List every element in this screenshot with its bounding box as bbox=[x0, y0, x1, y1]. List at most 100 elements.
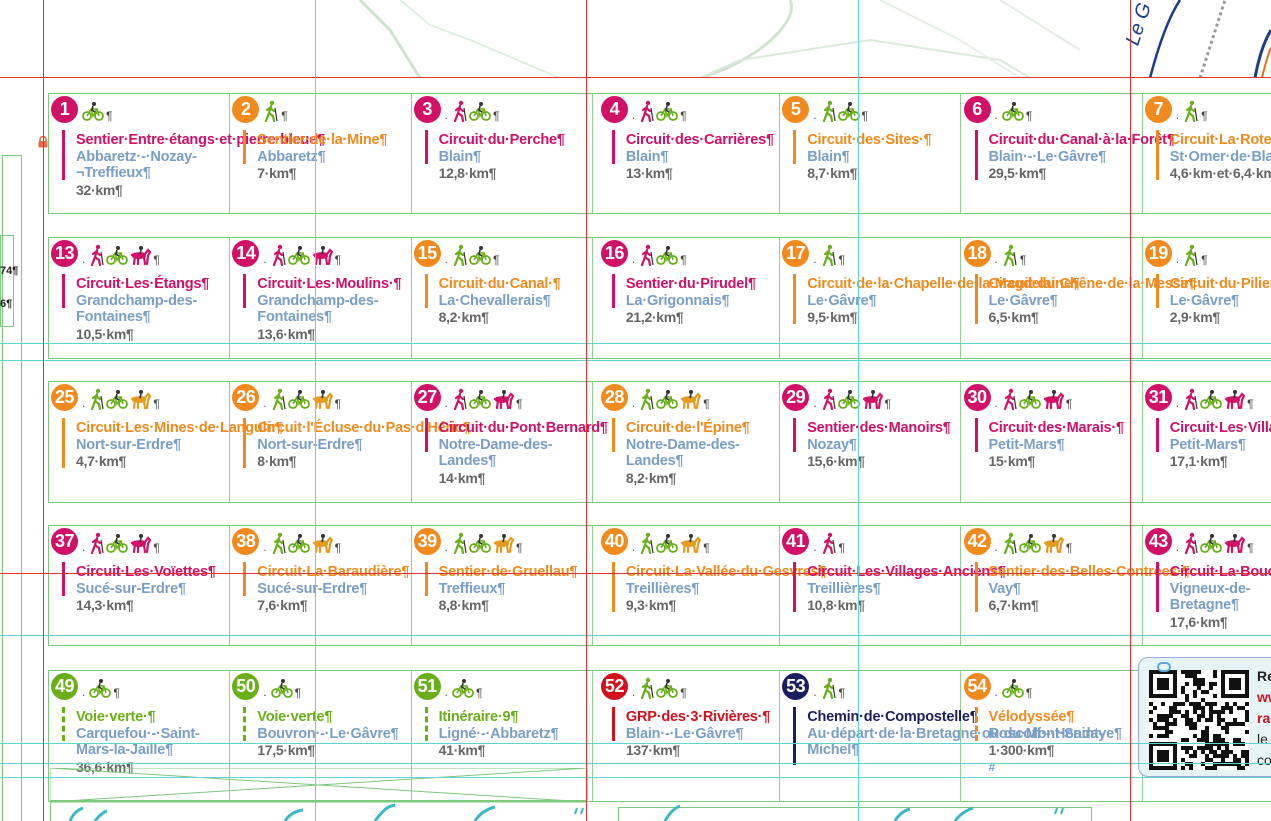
route-color-bar bbox=[243, 562, 247, 596]
route-card[interactable]: 38. ¶ Circuit·La·Baraudière¶ Sucé-sur-Erdre… bbox=[230, 526, 412, 645]
route-card[interactable]: 28. ¶ Circuit·de·l'Épine¶ Notre-Dame-des-La… bbox=[599, 382, 781, 502]
guide-line bbox=[315, 0, 316, 821]
hiker-icon bbox=[822, 388, 836, 410]
pilcrow-mark: ¶ bbox=[153, 253, 160, 267]
pilcrow-mark: ¶ bbox=[515, 397, 523, 411]
route-card[interactable]: 43.¶Circuit·La·Boucle·du·Moulin¶Vigneux-… bbox=[1143, 526, 1271, 645]
route-place: Abbaretz¶ bbox=[257, 148, 326, 165]
route-card[interactable]: 1 ¶ Sentier·Entre·étangs·et·pierre·bleue¶ A… bbox=[49, 94, 325, 213]
guide-line bbox=[0, 777, 1271, 778]
link-icon bbox=[1157, 662, 1171, 672]
bike-icon bbox=[469, 390, 491, 409]
route-color-bar bbox=[611, 562, 615, 612]
horse-icon bbox=[131, 390, 152, 410]
route-card[interactable]: 29. ¶ Sentier·des·Manoirs¶ Nozay¶ 15,6·km¶ bbox=[780, 382, 962, 502]
route-card[interactable]: 17. ¶ Circuit·de·la·Chapelle·de·la·Magdela… bbox=[780, 238, 1080, 358]
route-color-bar bbox=[1155, 418, 1159, 452]
activity-icons: . ¶ bbox=[263, 530, 341, 554]
route-card[interactable]: 18. ¶ Circuit·du·Chêne·de·la·Messe¶ Le·Gâvr… bbox=[962, 238, 1197, 358]
pilcrow-mark: ¶ bbox=[294, 686, 302, 700]
pilcrow-mark: ¶ bbox=[1019, 253, 1027, 267]
hiker-icon bbox=[1185, 532, 1198, 554]
route-card[interactable]: 50. ¶ Voie·verte¶ Bouvron·-·Le·Gâvre¶ 17,5·k… bbox=[230, 671, 412, 801]
route-text: Circuit·du·Perche¶ Blain¶ 12,8·km¶ bbox=[439, 132, 588, 182]
hiker-icon bbox=[1185, 244, 1198, 266]
route-card[interactable]: 51. ¶ Itinéraire·9¶ Ligné·-·Abbaretz¶ 41·km¶ bbox=[412, 671, 593, 801]
route-text: Circuit·du·Chêne·de·la·Messe¶ Le·Gâvre¶ 6,… bbox=[989, 276, 1197, 326]
route-card[interactable]: 26. ¶ Circuit·l'Écluse·du·Pas·d'Héric¶ Nort… bbox=[230, 382, 471, 502]
route-card[interactable]: 54. ¶ Vélodyssée¶ Roscoff·-·Hendaye¶ 1·300·k… bbox=[962, 671, 1143, 801]
route-number-badge: 4 bbox=[600, 96, 628, 123]
pilcrow-mark: ¶ bbox=[334, 397, 342, 411]
route-card[interactable]: 53. ¶ Chemin·de·Compostelle¶ Au·départ·de·l… bbox=[780, 671, 1103, 801]
route-title: Sentier·de·la·Mine¶ bbox=[257, 132, 388, 148]
route-card[interactable]: 16. ¶ Sentier·du·Pirudel¶ La·Grigonnais¶ 21,… bbox=[599, 238, 781, 358]
bottom-text-frame bbox=[618, 807, 1092, 821]
route-card[interactable]: 2 ¶ Sentier·de·la·Mine¶ Abbaretz¶ 7·km¶ bbox=[230, 94, 412, 213]
route-card[interactable]: 19.¶Circuit·du·Pilier¶Le·Gâvre¶2,9·km¶ bbox=[1143, 238, 1271, 358]
activity-icons: . ¶ bbox=[632, 675, 687, 699]
route-card[interactable]: 13. ¶ Circuit·Les·Étangs¶ Grandchamp-des-Fo… bbox=[49, 238, 231, 358]
qr-line[interactable]: ra bbox=[1257, 710, 1271, 726]
route-text: Circuit·La·Rote·du·Farinier¶St·Omer·de·B… bbox=[1170, 132, 1271, 182]
route-card[interactable]: 30. ¶ Circuit·des·Marais·¶ Petit-Mars¶ 15·km… bbox=[962, 382, 1143, 502]
route-card[interactable]: 3. ¶ Circuit·du·Perche¶ Blain¶ 12,8·km¶ bbox=[412, 94, 593, 213]
guide-line bbox=[1130, 0, 1131, 821]
route-text: Circuit·Les·Villages·Anciens¶ Treillières… bbox=[807, 564, 1006, 614]
route-card[interactable]: 39. ¶ Sentier·de·Gruellau¶ Treffieux¶ 8,8·km… bbox=[412, 526, 593, 645]
left-margin-frame bbox=[2, 155, 22, 821]
pilcrow-mark: ¶ bbox=[492, 253, 500, 267]
route-card[interactable]: 14. ¶ Circuit·Les·Moulins·¶ Grandchamp-des-… bbox=[230, 238, 412, 358]
route-card[interactable]: 42. ¶ Sentier·des·Belles·Contrées·¶ Vay¶ 6,7… bbox=[962, 526, 1190, 645]
pilcrow-mark: ¶ bbox=[1201, 109, 1208, 123]
route-place: Grandchamp-des-Fontaines¶ bbox=[76, 292, 198, 326]
route-title: Circuit·Les·Moulins·¶ bbox=[257, 276, 402, 292]
route-text: Sentier·du·Pirudel¶ La·Grigonnais¶ 21,2·km… bbox=[626, 276, 775, 326]
route-card[interactable]: 27. ¶ Circuit·du·Pont·Bernard¶ Notre-Dame-d… bbox=[412, 382, 608, 502]
route-distance: 17,1·km¶ bbox=[1169, 453, 1228, 469]
route-color-bar bbox=[793, 130, 797, 164]
route-card[interactable]: 15. ¶ Circuit·du·Canal·¶ La·Chevallerais¶ 8,… bbox=[412, 238, 593, 358]
crossed-empty-frame bbox=[50, 768, 588, 803]
hiker-icon bbox=[453, 388, 467, 410]
route-color-bar bbox=[62, 418, 65, 468]
route-place: Blain·-·Le·Gâvre¶ bbox=[625, 725, 744, 742]
qr-line[interactable]: ww bbox=[1257, 689, 1271, 705]
route-distance: 17,6·km¶ bbox=[1169, 613, 1228, 630]
route-card[interactable]: 25. ¶ Circuit·Les·Mines·de·Languin¶ Nort-su… bbox=[49, 382, 283, 502]
route-card[interactable]: 6. ¶ Circuit·du·Canal·à·la·Forêt¶ Blain·-·L… bbox=[962, 94, 1175, 213]
route-place: Nozay¶ bbox=[807, 436, 857, 453]
route-title: Circuit·du·Pont·Bernard¶ bbox=[438, 420, 608, 436]
route-card[interactable]: 31.¶Circuit·Les·Villages·¶Petit-Mars¶17,… bbox=[1143, 382, 1271, 502]
route-row: 25. ¶ Circuit·Les·Mines·de·Languin¶ Nort-su… bbox=[48, 381, 1271, 503]
route-color-bar bbox=[974, 418, 978, 452]
guide-line bbox=[0, 573, 1271, 574]
route-place: Blain¶ bbox=[438, 148, 482, 165]
route-text: Circuit·du·Pilier¶Le·Gâvre¶2,9·km¶ bbox=[1170, 276, 1271, 326]
route-distance: 13,6·km¶ bbox=[257, 325, 315, 342]
route-title: Circuit·des·Marais·¶ bbox=[988, 420, 1125, 436]
route-title: Circuit·de·la·Chapelle·de·la·Magdelaine¶ bbox=[807, 276, 1080, 292]
route-color-bar bbox=[1155, 130, 1159, 180]
route-card[interactable]: 4. ¶ Circuit·des·Carrières¶ Blain¶ 13·km¶ bbox=[599, 94, 781, 213]
anchor-dot: . bbox=[994, 252, 998, 266]
activity-icons: . ¶ bbox=[994, 242, 1027, 267]
route-card[interactable]: 5. ¶ Circuit·des·Sites·¶ Blain¶ 8,7·km¶ bbox=[780, 94, 962, 213]
route-text: Itinéraire·9¶ Ligné·-·Abbaretz¶ 41·km¶ bbox=[439, 709, 588, 759]
anchor-dot: . bbox=[813, 685, 817, 699]
qr-code-icon[interactable] bbox=[1149, 670, 1249, 770]
route-card[interactable]: 37. ¶ Circuit·Les·Voïettes¶ Sucé-sur-Erdre¶… bbox=[49, 526, 231, 645]
anchor-dot: . bbox=[444, 108, 448, 122]
anchor-dot: . bbox=[444, 396, 448, 410]
activity-icons: . ¶ bbox=[995, 386, 1072, 410]
anchor-dot: . bbox=[263, 540, 267, 554]
route-distance: 14,3·km¶ bbox=[76, 597, 134, 613]
route-card[interactable]: 40. ¶ Circuit·La·Vallée·du·Gesvres¶ Treilli… bbox=[599, 526, 827, 645]
route-card[interactable]: 52. ¶ GRP·des·3·Rivières·¶ Blain·-·Le·Gâvre… bbox=[599, 671, 781, 801]
route-title: Vélodyssée¶ bbox=[988, 709, 1075, 725]
route-card[interactable]: 7.¶Circuit·La·Rote·du·Farinier¶St·Omer·d… bbox=[1143, 94, 1271, 213]
route-card[interactable]: 41. ¶ Circuit·Les·Villages·Anciens¶ Treilli… bbox=[780, 526, 1006, 645]
horse-icon bbox=[493, 534, 514, 554]
route-place: Nort-sur-Erdre¶ bbox=[76, 436, 181, 453]
pilcrow-mark: ¶ bbox=[515, 541, 523, 555]
